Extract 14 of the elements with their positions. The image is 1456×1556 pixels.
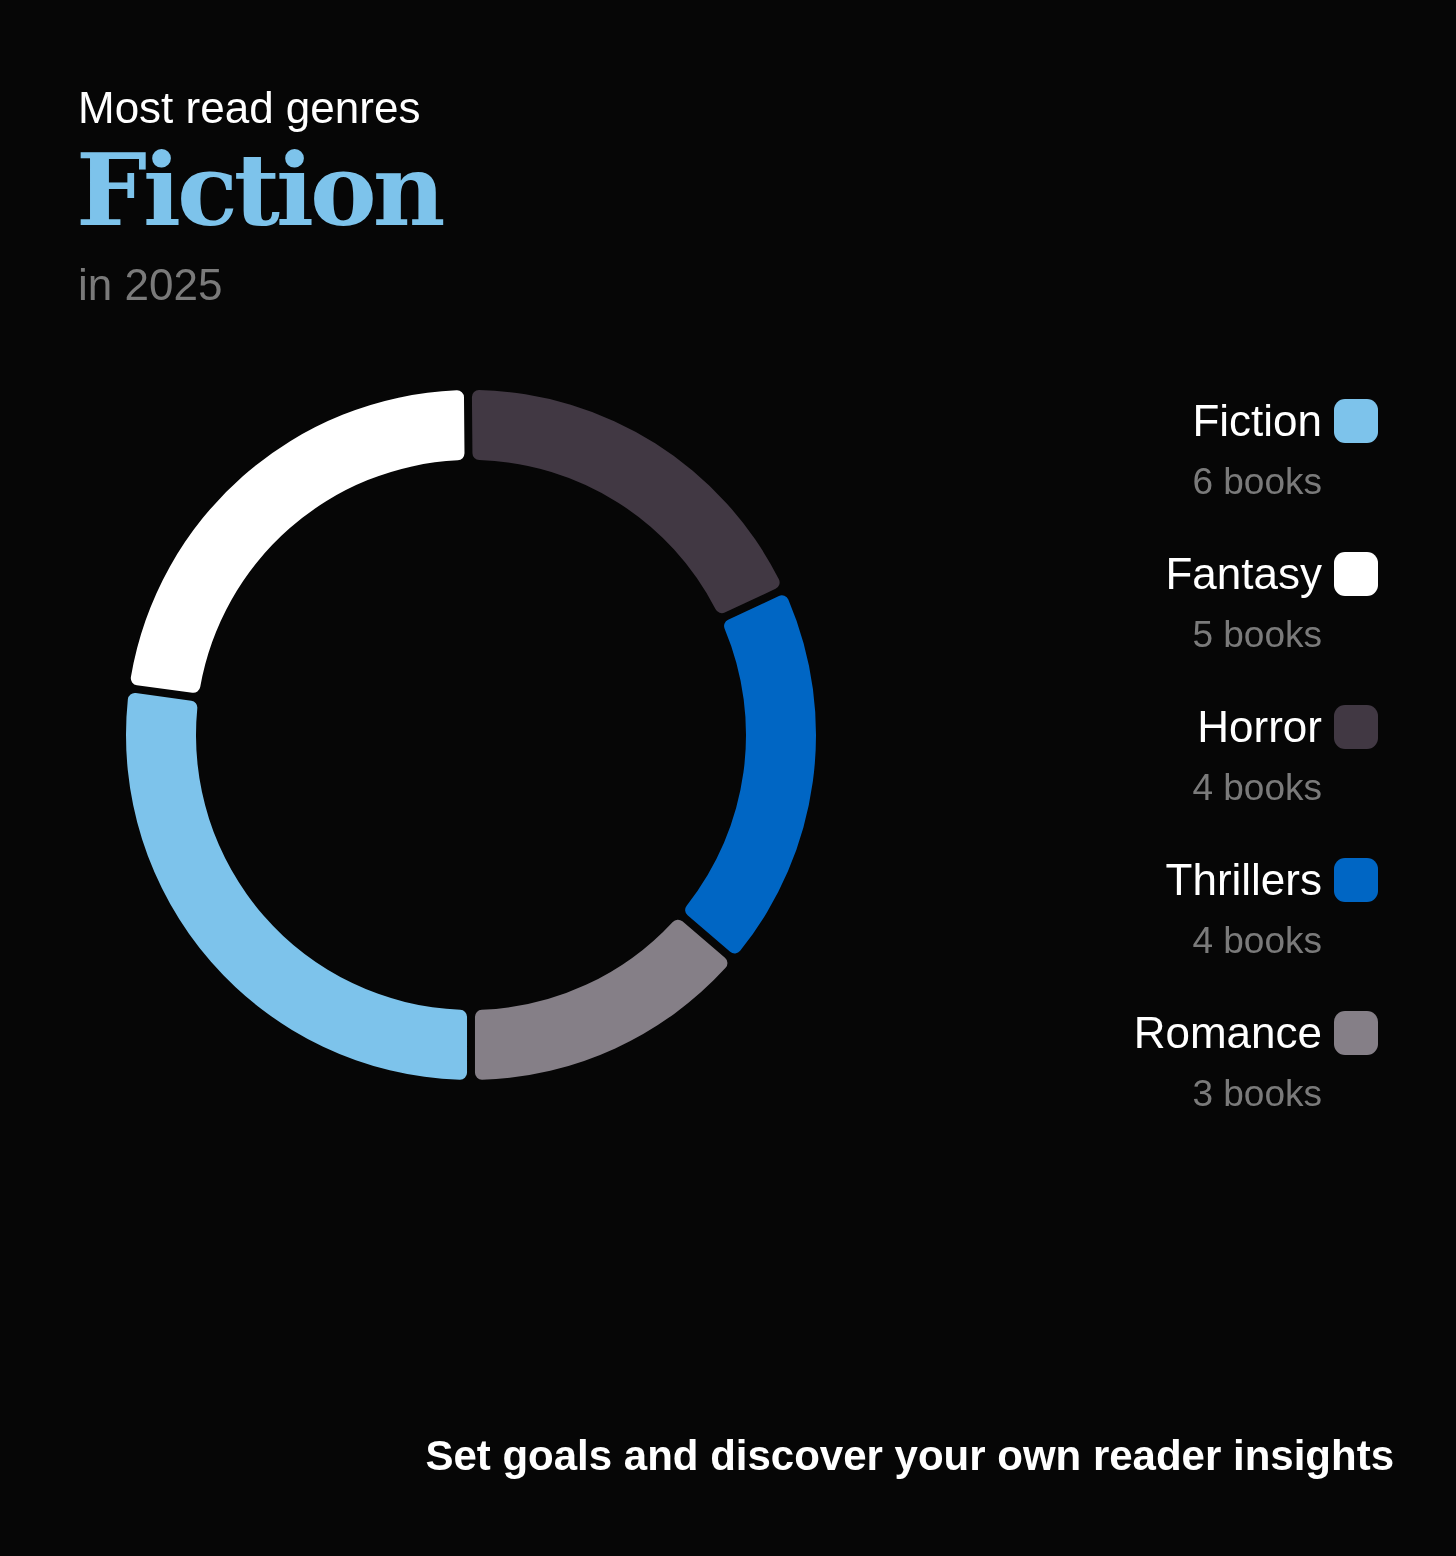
data-label: 3 books (1192, 1073, 1322, 1114)
chart-subtitle: Fiction (76, 131, 444, 249)
legend-label: Horror (1197, 702, 1322, 751)
data-label: 4 books (1192, 920, 1322, 961)
data-label: 4 books (1192, 767, 1322, 808)
data-label: 5 books (1192, 614, 1322, 655)
legend-label: Fiction (1192, 396, 1322, 445)
data-label: 6 books (1192, 461, 1322, 502)
chart-title: Most read genres (78, 83, 421, 132)
legend-label: Thrillers (1165, 855, 1322, 904)
legend-label: Romance (1133, 1008, 1322, 1057)
text: Set goals and discover your own reader insights (425, 1432, 1394, 1479)
text: in 2025 (78, 260, 223, 309)
legend-label: Fantasy (1165, 549, 1322, 598)
